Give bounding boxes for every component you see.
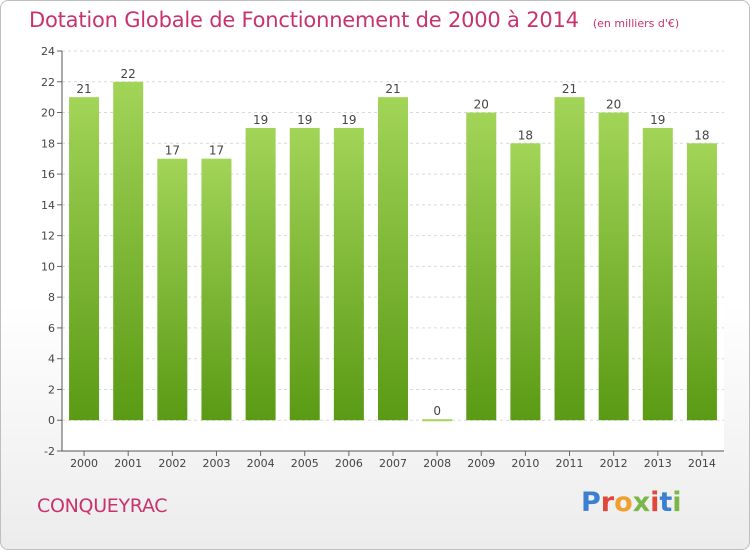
data-label-2013: 19 xyxy=(650,113,665,127)
y-tick-label: 4 xyxy=(48,353,55,366)
data-label-2003: 17 xyxy=(209,144,224,158)
bar-2007 xyxy=(378,97,408,421)
y-tick-label: -2 xyxy=(44,445,55,458)
logo-letter: i xyxy=(672,487,682,518)
data-label-2006: 19 xyxy=(341,113,356,127)
x-tick-label-2008: 2008 xyxy=(423,457,451,470)
bar-2002 xyxy=(157,158,188,421)
logo-letter: o xyxy=(614,487,633,518)
bar-2000 xyxy=(69,97,100,421)
y-tick-label: 10 xyxy=(41,260,55,273)
data-label-2007: 21 xyxy=(385,82,400,96)
bar-2011 xyxy=(554,97,585,421)
data-label-2011: 21 xyxy=(562,82,577,96)
bar-2005 xyxy=(289,127,320,421)
chart-title: Dotation Globale de Fonctionnement de 20… xyxy=(29,8,679,32)
x-tick-label-2011: 2011 xyxy=(556,457,584,470)
data-label-2002: 17 xyxy=(165,144,180,158)
x-tick-label-2009: 2009 xyxy=(467,457,495,470)
x-tick-label-2012: 2012 xyxy=(600,457,628,470)
y-tick-label: 20 xyxy=(41,107,55,120)
x-tick-label-2002: 2002 xyxy=(158,457,186,470)
logo-letter: r xyxy=(600,487,615,518)
unit-note: (en milliers d'€) xyxy=(592,17,680,30)
x-tick-label-2003: 2003 xyxy=(202,457,230,470)
x-tick-label-2010: 2010 xyxy=(511,457,539,470)
y-tick-label: 12 xyxy=(41,230,55,243)
y-tick-label: 16 xyxy=(41,168,55,181)
bar-2013 xyxy=(642,127,673,421)
data-label-2008: 0 xyxy=(433,404,441,418)
data-label-2004: 19 xyxy=(253,113,268,127)
y-tick-label: 18 xyxy=(41,137,55,150)
data-label-2010: 18 xyxy=(518,128,533,142)
bar-2004 xyxy=(245,127,276,421)
proxiti-logo: Proxiti xyxy=(581,487,682,518)
x-tick-label-2006: 2006 xyxy=(335,457,363,470)
bar-2003 xyxy=(201,158,232,421)
y-tick-label: 22 xyxy=(41,76,55,89)
x-tick-label-2001: 2001 xyxy=(114,457,142,470)
data-label-2012: 20 xyxy=(606,98,621,112)
x-tick-label-2005: 2005 xyxy=(291,457,319,470)
bar-2012 xyxy=(598,112,629,421)
y-tick-label: 14 xyxy=(41,199,55,212)
bar-2014 xyxy=(686,143,717,421)
y-tick-label: 6 xyxy=(48,322,55,335)
bar-2008 xyxy=(422,419,453,422)
bar-2009 xyxy=(466,112,497,421)
data-label-2001: 22 xyxy=(121,67,136,81)
bar-2006 xyxy=(333,127,364,421)
bar-2010 xyxy=(510,143,541,421)
x-tick-label-2014: 2014 xyxy=(688,457,716,470)
bar-2001 xyxy=(113,81,144,421)
x-tick-label-2013: 2013 xyxy=(644,457,672,470)
y-tick-label: 2 xyxy=(48,383,55,396)
data-label-2005: 19 xyxy=(297,113,312,127)
data-label-2009: 20 xyxy=(474,98,489,112)
data-label-2014: 18 xyxy=(694,128,709,142)
logo-letter: P xyxy=(581,487,601,518)
x-tick-label-2007: 2007 xyxy=(379,457,407,470)
x-tick-label-2004: 2004 xyxy=(247,457,275,470)
y-tick-label: 0 xyxy=(48,414,55,427)
logo-letter: x xyxy=(632,487,651,518)
chart-title-text: Dotation Globale de Fonctionnement de 20… xyxy=(29,8,579,32)
y-tick-label: 24 xyxy=(41,45,55,58)
y-tick-label: 8 xyxy=(48,291,55,304)
logo-letter: i xyxy=(650,487,660,518)
logo-letter: t xyxy=(659,487,673,518)
x-tick-label-2000: 2000 xyxy=(70,457,98,470)
data-label-2000: 21 xyxy=(76,82,91,96)
commune-name: CONQUEYRAC xyxy=(37,495,168,517)
